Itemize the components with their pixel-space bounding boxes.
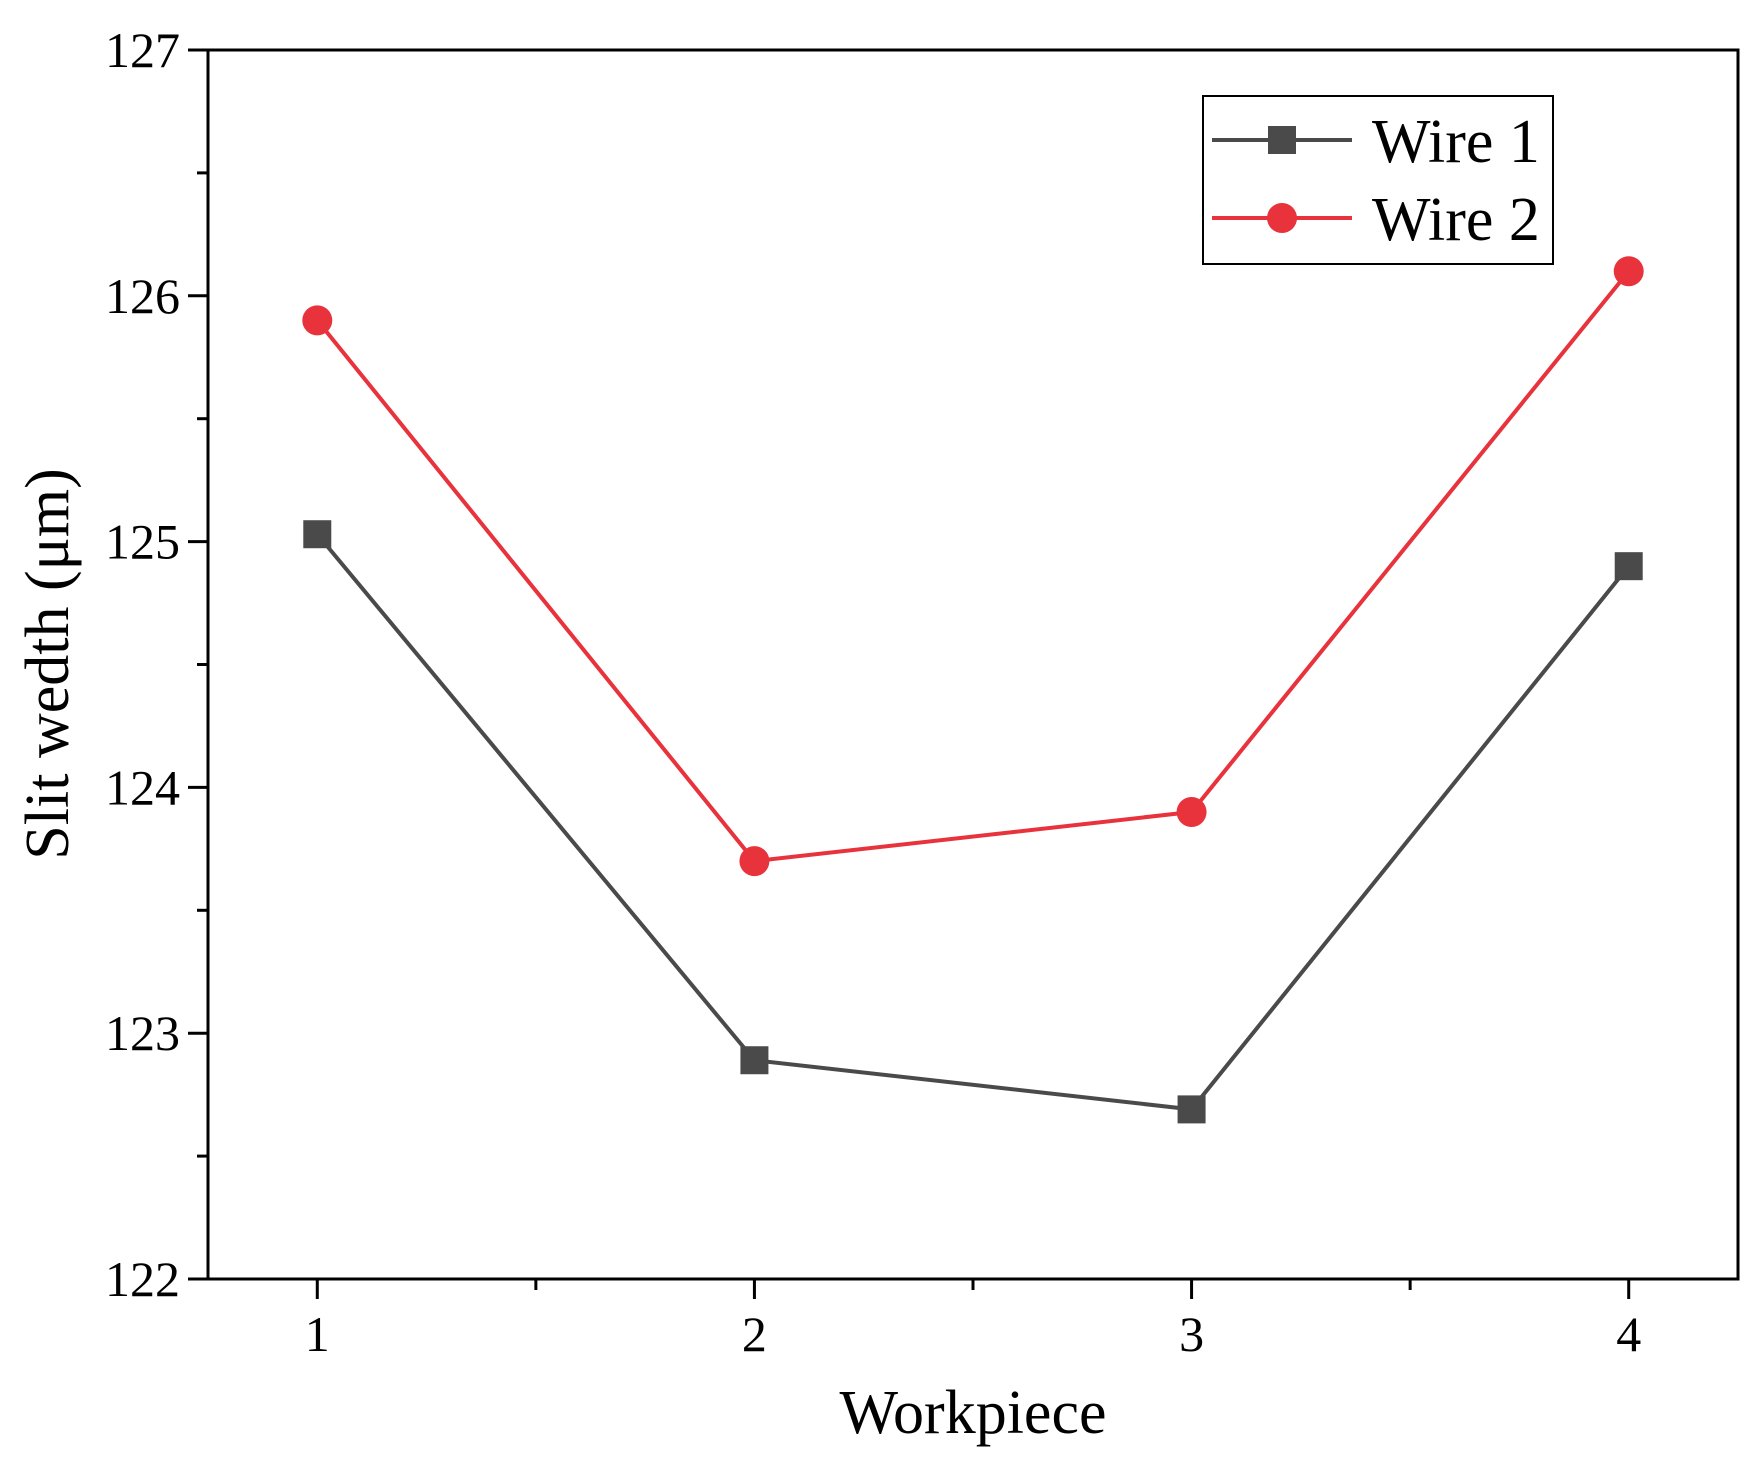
legend-label-wire-2: Wire 2 [1372,186,1540,254]
series-line-wire-2 [315,269,1631,864]
legend-marker-wire-1 [1268,126,1296,154]
legend-marker-wire-2 [1267,203,1297,233]
data-point-wire-2 [1176,796,1207,827]
series-line-wire-1 [315,532,1631,1112]
data-point-wire-1 [740,1046,769,1075]
data-point-wire-1 [303,520,332,549]
legend-box [1202,95,1554,265]
data-point-wire-1 [1614,552,1643,581]
data-point-wire-2 [739,846,770,877]
x-axis: 1 2 3 4 [305,1279,1641,1362]
x-tick-label: 3 [1179,1306,1204,1362]
y-axis: 122 123 124 125 126 127 [105,22,208,1307]
data-point-wire-2 [1613,256,1644,287]
legend-label-wire-1: Wire 1 [1372,108,1540,176]
data-point-wire-2 [302,305,333,336]
y-tick-label: 126 [105,268,180,324]
x-tick-label: 4 [1616,1306,1641,1362]
data-point-wire-1 [1177,1095,1206,1124]
y-tick-label: 125 [105,514,180,570]
y-tick-label: 123 [105,1005,180,1061]
legend: Wire 1 Wire 2 [1202,95,1554,265]
y-axis-title: Slit wedth (μm) [14,468,82,859]
x-tick-label: 2 [742,1306,767,1362]
x-tick-label: 1 [305,1306,330,1362]
y-tick-label: 122 [105,1251,180,1307]
x-axis-title: Workpiece [840,1379,1107,1447]
series-layer [302,256,1644,1124]
y-tick-label: 127 [105,22,180,78]
y-tick-label: 124 [105,759,180,815]
